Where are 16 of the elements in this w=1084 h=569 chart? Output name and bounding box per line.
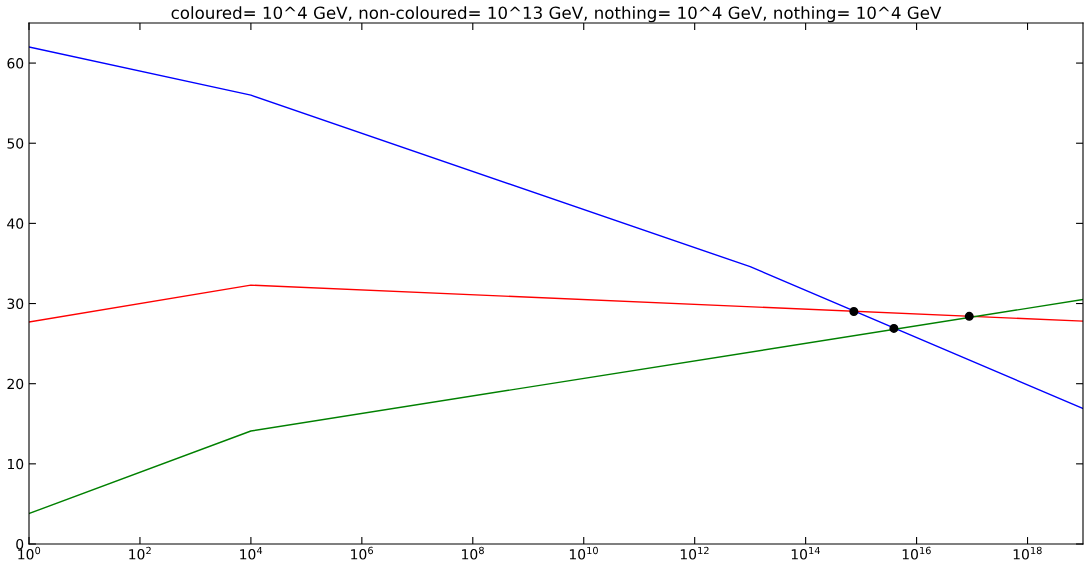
y-tick-label: 30 <box>7 298 24 310</box>
x-tick-label: 10$^{16}$ <box>902 546 931 560</box>
chart-title: coloured= 10^4 GeV, non-coloured= 10^13 GeV, nothing= 10^4 GeV, nothing= 10^4 GeV <box>171 6 942 23</box>
x-tick-label: 10$^{6}$ <box>351 546 373 560</box>
y-tick-label: 10 <box>7 458 24 470</box>
x-tick-label: 10$^{14}$ <box>791 546 820 560</box>
y-tick-label: 20 <box>7 378 24 390</box>
x-tick-label: 10$^{2}$ <box>129 546 151 560</box>
x-tick-label: 10$^{12}$ <box>680 546 709 560</box>
x-tick-label: 10$^{10}$ <box>569 546 598 560</box>
x-tick-label: 10$^{18}$ <box>1013 546 1042 560</box>
y-tick-label: 60 <box>7 58 24 69</box>
x-tick-label: 10$^{8}$ <box>462 546 484 560</box>
x-tick-label: 10$^{4}$ <box>240 546 263 560</box>
y-tick-label: 50 <box>7 138 24 149</box>
y-tick-label: 40 <box>7 218 24 229</box>
